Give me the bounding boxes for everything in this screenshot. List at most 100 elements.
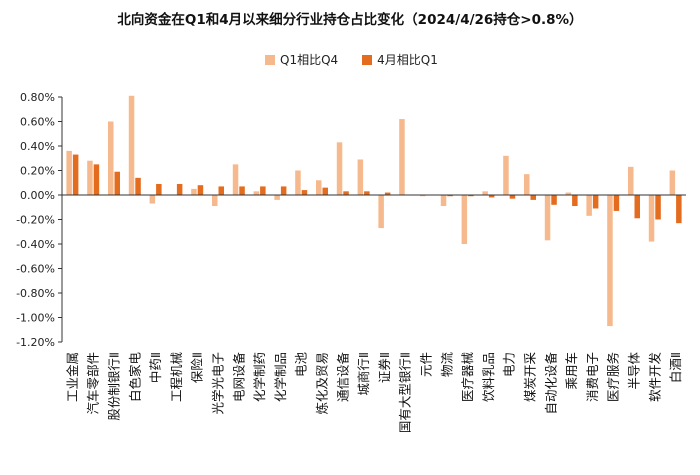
x-tick-label: 白色家电: [127, 352, 142, 403]
x-tick-label: 工业金属: [65, 352, 80, 402]
bar-series-2: [176, 183, 183, 195]
bar-series-2: [384, 192, 391, 195]
x-tick-label: 消费电子: [585, 352, 600, 402]
x-tick-label: 证券Ⅱ: [377, 352, 392, 383]
bar-series-1: [399, 119, 405, 195]
y-tick-label: -1.00%: [16, 312, 55, 325]
y-tick-label: 0.80%: [20, 91, 55, 104]
chart-legend: Q1相比Q4 4月相比Q1: [265, 51, 438, 68]
bar-series-1: [66, 150, 72, 195]
y-tick-label: 0.00%: [20, 189, 55, 202]
bar-series-1: [191, 188, 197, 195]
bar-series-2: [280, 186, 287, 195]
x-tick-label: 化学制药: [252, 352, 267, 402]
bar-series-1: [524, 174, 530, 195]
bar-series-1: [378, 195, 384, 229]
bar-series-1: [108, 121, 114, 195]
bar-series-2: [322, 187, 328, 195]
bar-series-1: [253, 191, 260, 195]
bar-series-1: [628, 166, 634, 195]
x-tick-label: 光学光电子: [211, 352, 226, 415]
x-tick-label: 饮料乳品: [481, 352, 496, 402]
bar-series-1: [336, 142, 343, 195]
bar-series-1: [232, 164, 239, 195]
x-tick-label: 股份制银行Ⅱ: [107, 352, 122, 421]
bar-series-1: [87, 160, 93, 195]
x-tick-label: 软件开发: [647, 352, 662, 403]
bar-series-2: [551, 195, 557, 205]
legend-label-series-1: Q1相比Q4: [280, 53, 339, 67]
bar-series-1: [586, 195, 592, 216]
bar-series-2: [156, 183, 162, 195]
bar-series-1: [461, 195, 468, 244]
x-tick-label: 自动化设备: [543, 352, 558, 415]
bar-series-1: [149, 195, 156, 204]
y-tick-label: 0.60%: [20, 116, 55, 129]
bar-series-1: [212, 195, 218, 207]
bar-series-2: [468, 195, 474, 197]
y-tick-label: 0.20%: [20, 165, 55, 178]
bar-series-1: [648, 195, 655, 242]
legend-label-series-2: 4月相比Q1: [377, 53, 438, 67]
bar-series-2: [613, 195, 620, 211]
bar-series-2: [488, 195, 495, 198]
x-tick-label: 国有大型银行Ⅱ: [398, 352, 413, 433]
bar-series-2: [447, 195, 453, 197]
bar-series-1: [482, 191, 488, 195]
x-tick-label: 化学制品: [273, 352, 288, 402]
bar-series-1: [544, 195, 551, 241]
x-tick-label: 电池: [294, 352, 309, 378]
x-tick-label: 物流: [439, 352, 454, 378]
y-tick-label: -0.40%: [16, 238, 55, 251]
y-tick-label: -0.20%: [16, 214, 55, 227]
bar-series-1: [357, 159, 364, 195]
bar-series-2: [634, 195, 640, 219]
y-tick-label: -0.80%: [16, 287, 55, 300]
bar-series-2: [592, 195, 599, 209]
bar-series-2: [114, 171, 120, 195]
legend-swatch-series-1: [265, 54, 275, 65]
legend-item-series-1: Q1相比Q4: [265, 51, 338, 68]
bar-series-1: [420, 195, 426, 197]
bar-series-1: [128, 95, 135, 195]
bar-series-1: [565, 192, 572, 195]
bar-series-2: [676, 195, 682, 224]
x-tick-label: 保险Ⅱ: [190, 352, 205, 383]
y-tick-label: -1.20%: [16, 336, 55, 349]
x-tick-label: 白酒Ⅱ: [668, 352, 683, 383]
x-tick-label: 通信设备: [335, 352, 350, 403]
bar-series-1: [274, 195, 280, 200]
bar-series-2: [655, 195, 661, 220]
bar-series-2: [135, 177, 141, 195]
legend-item-series-2: 4月相比Q1: [362, 51, 438, 68]
y-tick-label: 0.40%: [20, 140, 55, 153]
bar-series-1: [316, 180, 322, 195]
bar-series-2: [301, 190, 308, 195]
bar-series-2: [260, 186, 266, 195]
bar-series-2: [509, 195, 516, 199]
bar-series-2: [72, 154, 79, 195]
x-tick-label: 炼化及贸易: [315, 352, 330, 415]
bar-series-2: [364, 191, 370, 195]
bar-series-2: [530, 195, 536, 200]
x-tick-label: 工程机械: [169, 352, 184, 403]
x-tick-label: 城商行Ⅱ: [356, 352, 371, 396]
bar-series-1: [503, 155, 509, 195]
bar-series-2: [197, 185, 204, 195]
x-tick-label: 元件: [419, 352, 434, 377]
bar-series-2: [572, 195, 578, 207]
x-tick-label: 中药Ⅱ: [148, 352, 163, 383]
bar-series-1: [295, 170, 301, 195]
x-tick-label: 电网设备: [231, 352, 246, 403]
bar-series-2: [239, 186, 245, 195]
legend-swatch-series-2: [362, 54, 373, 65]
bar-series-1: [607, 195, 613, 327]
x-tick-label: 医疗器械: [460, 352, 475, 403]
x-tick-label: 乘用车: [564, 352, 579, 390]
chart-title: 北向资金在Q1和4月以来细分行业持仓占比变化（2024/4/26持仓>0.8%）: [117, 12, 583, 28]
bar-series-2: [343, 191, 349, 195]
y-tick-label: -0.60%: [16, 263, 55, 276]
x-tick-label: 医疗服务: [606, 352, 621, 402]
x-tick-label: 电力: [502, 352, 517, 377]
